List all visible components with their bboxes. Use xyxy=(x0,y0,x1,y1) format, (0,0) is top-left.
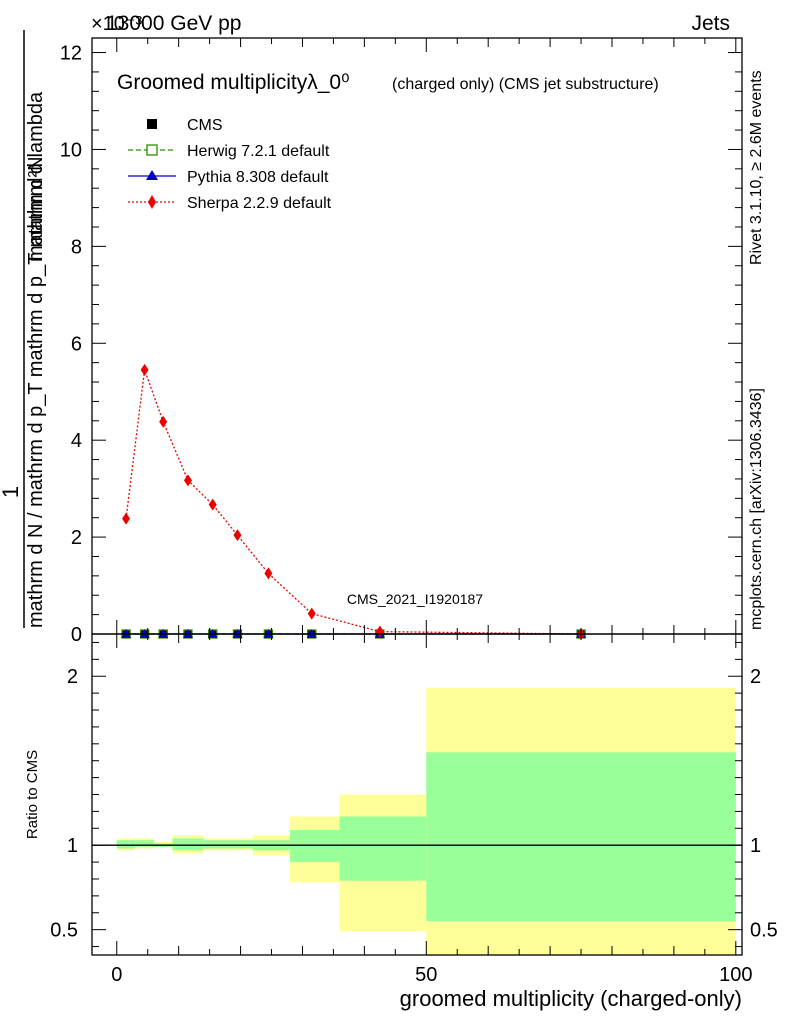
ylabel-one: 1 xyxy=(0,486,23,498)
legend-marker-sherpa xyxy=(148,195,156,209)
ratio-ytick-label-right: 1 xyxy=(750,835,761,857)
y-exponent: ×10⁻³ xyxy=(91,13,142,35)
legend-marker-herwig xyxy=(146,144,158,156)
ratio-ytick-label: 1 xyxy=(67,835,78,857)
ratio-y-axis-title: Ratio to CMS xyxy=(24,750,41,839)
main-ytick-label: 6 xyxy=(71,333,82,355)
x-axis-title: groomed multiplicity (charged-only) xyxy=(400,986,742,1011)
sherpa-point xyxy=(264,567,273,580)
plot-title-suffix: (charged only) (CMS jet substructure) xyxy=(392,76,659,93)
sherpa-point xyxy=(307,607,316,620)
sherpa-point xyxy=(159,415,168,428)
sherpa-point xyxy=(208,498,217,511)
legend-label-3: Sherpa 2.2.9 default xyxy=(187,195,332,212)
sherpa-point xyxy=(233,529,242,542)
ratio-xtick-label: 100 xyxy=(719,964,752,986)
ratio-band-inner-4 xyxy=(203,840,222,849)
legend-marker-pythia xyxy=(146,170,158,180)
legend-label-0: CMS xyxy=(187,117,223,134)
mcplots-label: mcplots.cern.ch [arXiv:1306.3436] xyxy=(748,388,765,630)
rivet-label: Rivet 3.1.10, ≥ 2.6M events xyxy=(748,70,765,265)
main-ytick-label: 4 xyxy=(71,430,82,452)
ratio-ytick-label: 0.5 xyxy=(50,920,78,942)
header-jets: Jets xyxy=(691,12,730,35)
ratio-band-inner-7 xyxy=(290,829,340,863)
ratio-xtick-label: 0 xyxy=(111,964,122,986)
ratio-band-inner-9 xyxy=(426,752,736,922)
main-ytick-label: 2 xyxy=(71,527,82,549)
ratio-xtick-label: 50 xyxy=(415,964,437,986)
ratio-band-inner-0 xyxy=(116,840,136,849)
legend-label-1: Herwig 7.2.1 default xyxy=(187,143,330,160)
sherpa-point xyxy=(140,363,149,376)
legend-label-2: Pythia 8.308 default xyxy=(187,169,329,186)
sherpa-point xyxy=(122,512,131,525)
ratio-ytick-label-right: 2 xyxy=(750,666,761,688)
ratio-band-inner-1 xyxy=(135,840,154,847)
ratio-band-inner-5 xyxy=(222,840,253,849)
ratio-band-inner-8 xyxy=(339,816,427,881)
main-ytick-label: 10 xyxy=(60,139,82,161)
ratio-ytick-label-right: 0.5 xyxy=(750,920,778,942)
ylabel-numerator: mathrm d²N xyxy=(25,156,47,262)
main-ytick-label: 12 xyxy=(60,43,82,65)
series-line-3 xyxy=(125,369,582,635)
sherpa-point xyxy=(183,474,192,487)
main-ytick-label: 0 xyxy=(71,624,82,646)
ratio-band-inner-3 xyxy=(172,838,204,851)
plot-title: Groomed multiplicityλ_0⁰ xyxy=(117,71,350,94)
ratio-plot-panel: 0 50 100 0.5 0.5 1 1 2 2 groomed multiplicity (ch… xyxy=(24,633,778,1011)
header-energy: 13000 GeV pp xyxy=(106,12,241,35)
main-ytick-label: 8 xyxy=(71,236,82,258)
ylabel-denominator: mathrm d N / mathrm d p_T mathrm d p_T m… xyxy=(25,91,47,628)
analysis-watermark: CMS_2021_I1920187 xyxy=(347,591,483,607)
legend-marker-cms xyxy=(147,119,157,129)
ratio-ytick-label: 2 xyxy=(67,666,78,688)
